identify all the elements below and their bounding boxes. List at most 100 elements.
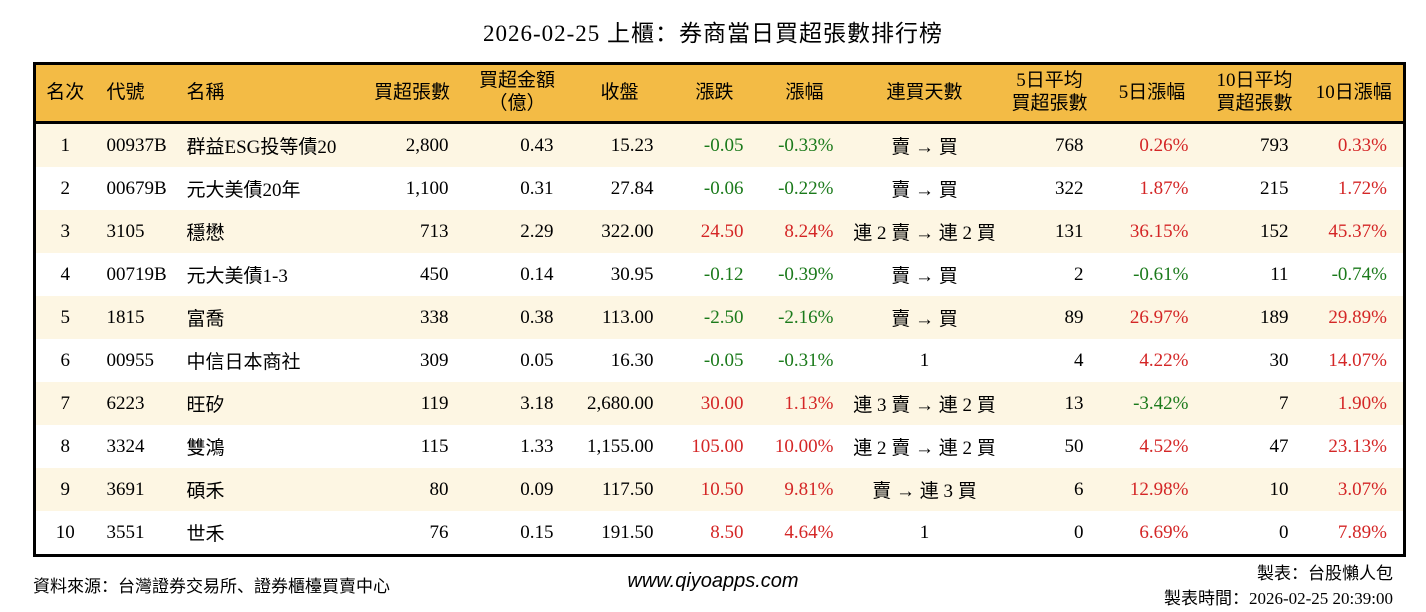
col-header-avg5: 5日平均 買超張數: [999, 63, 1100, 124]
pct5-cell: 26.97%: [1129, 306, 1189, 328]
change-cell: 105.00: [691, 435, 744, 457]
avg5-cell: 89: [1064, 306, 1084, 328]
amount-cell: 0.15: [520, 521, 554, 543]
header-line: 10日漲幅: [1315, 81, 1392, 103]
name-cell: 穩懋: [186, 223, 225, 244]
avg10-cell: 47: [1269, 435, 1289, 457]
pct5-cell: 0.26%: [1139, 134, 1189, 156]
table-row: 6 00955 中信日本商社 309 0.05 16.30 -0.05 -0.3…: [35, 339, 1405, 382]
header-line: 買超張數: [1011, 93, 1088, 114]
streak-cell: 連 2 賣 → 連 2 買: [853, 223, 996, 244]
change-cell: -0.12: [703, 263, 744, 285]
close-cell: 30.95: [610, 263, 654, 285]
avg10-cell: 215: [1260, 177, 1289, 199]
change-cell: -0.05: [703, 134, 744, 156]
rank-cell: 8: [60, 435, 71, 457]
code-cell: 00937B: [106, 134, 167, 156]
col-header-close: 收盤: [569, 63, 670, 124]
change-cell: -0.05: [703, 349, 744, 371]
amount-cell: 0.38: [520, 306, 554, 328]
col-header-pct5: 5日漲幅: [1099, 63, 1205, 124]
amount-cell: 0.31: [520, 177, 554, 199]
avg10-cell: 189: [1260, 306, 1289, 328]
col-header-streak: 連買天數: [849, 63, 1000, 124]
pct10-cell: 14.07%: [1328, 349, 1387, 371]
header-line: 買超張數: [373, 81, 450, 103]
avg10-cell: 7: [1279, 392, 1289, 414]
col-header-rank: 名次: [34, 63, 95, 124]
rank-cell: 5: [60, 306, 71, 328]
col-header-amount: 買超金額 （億）: [464, 63, 570, 124]
table-row: 2 00679B 元大美債20年 1,100 0.31 27.84 -0.06 …: [35, 167, 1405, 210]
code-cell: 3551: [106, 521, 145, 543]
close-cell: 16.30: [610, 349, 654, 371]
change-pct-cell: 1.13%: [784, 392, 834, 414]
pct10-cell: 45.37%: [1328, 220, 1387, 242]
shares-cell: 119: [420, 392, 449, 414]
header-line: 收盤: [600, 81, 639, 103]
change-pct-cell: 10.00%: [774, 435, 834, 457]
streak-cell: 賣 → 買: [891, 309, 958, 330]
pct5-cell: 6.69%: [1139, 521, 1189, 543]
streak-cell: 賣 → 連 3 買: [872, 481, 977, 502]
shares-cell: 338: [420, 306, 449, 328]
close-cell: 191.50: [601, 521, 654, 543]
header-line: 10日平均: [1216, 70, 1293, 92]
streak-cell: 賣 → 買: [891, 137, 958, 158]
pct5-cell: -3.42%: [1133, 392, 1189, 414]
change-pct-cell: -0.33%: [778, 134, 834, 156]
close-cell: 113.00: [601, 306, 654, 328]
avg5-cell: 322: [1055, 177, 1084, 199]
streak-cell: 連 3 賣 → 連 2 買: [853, 395, 996, 416]
change-pct-cell: -0.22%: [778, 177, 834, 199]
code-cell: 3105: [106, 220, 145, 242]
name-cell: 世禾: [186, 524, 225, 545]
table-body: 1 00937B 群益ESG投等債20 2,800 0.43 15.23 -0.…: [34, 122, 1405, 556]
amount-cell: 2.29: [520, 220, 554, 242]
avg5-cell: 13: [1064, 392, 1084, 414]
header-line: 買超金額: [478, 70, 555, 92]
rank-cell: 9: [60, 478, 71, 500]
change-pct-cell: 4.64%: [784, 521, 834, 543]
header-row: 名次 代號 名稱 買超張數 買超金額 （億） 收盤 漲跌 漲幅 連買天數 5日平均…: [34, 63, 1405, 124]
pct5-cell: 36.15%: [1129, 220, 1189, 242]
streak-cell: 賣 → 買: [891, 266, 958, 287]
shares-cell: 2,800: [405, 134, 449, 156]
name-cell: 中信日本商社: [186, 352, 301, 373]
name-cell: 旺矽: [186, 395, 225, 416]
change-cell: 30.00: [700, 392, 744, 414]
avg10-cell: 30: [1269, 349, 1289, 371]
pct5-cell: 4.52%: [1139, 435, 1189, 457]
rank-cell: 10: [55, 521, 75, 543]
table-row: 4 00719B 元大美債1-3 450 0.14 30.95 -0.12 -0…: [35, 253, 1405, 296]
streak-cell: 賣 → 買: [891, 180, 958, 201]
pct10-cell: 7.89%: [1337, 521, 1387, 543]
pct10-cell: 0.33%: [1337, 134, 1387, 156]
name-cell: 元大美債1-3: [186, 266, 288, 287]
change-cell: -0.06: [703, 177, 744, 199]
table-row: 1 00937B 群益ESG投等債20 2,800 0.43 15.23 -0.…: [34, 122, 1405, 167]
header-line: 買超張數: [1216, 93, 1293, 114]
close-cell: 27.84: [610, 177, 654, 199]
header-line: （億）: [488, 93, 546, 114]
avg5-cell: 0: [1074, 521, 1084, 543]
close-cell: 1,155.00: [587, 435, 654, 457]
change-pct-cell: -2.16%: [778, 306, 834, 328]
avg5-cell: 2: [1074, 263, 1084, 285]
page-title: 2026-02-25 上櫃：券商當日買超張數排行榜: [482, 21, 944, 46]
col-header-name: 名稱: [174, 63, 360, 124]
code-cell: 6223: [106, 392, 145, 414]
author-credit: 製表：台股懶人包: [1257, 564, 1393, 583]
ranking-table-container: 名次 代號 名稱 買超張數 買超金額 （億） 收盤 漲跌 漲幅 連買天數 5日平均…: [33, 62, 1406, 557]
change-cell: -2.50: [703, 306, 744, 328]
change-cell: 8.50: [710, 521, 744, 543]
avg10-cell: 0: [1279, 521, 1289, 543]
name-cell: 碩禾: [186, 481, 225, 502]
rank-cell: 7: [60, 392, 71, 414]
avg10-cell: 793: [1260, 134, 1289, 156]
pct10-cell: 3.07%: [1337, 478, 1387, 500]
change-pct-cell: -0.31%: [778, 349, 834, 371]
close-cell: 2,680.00: [587, 392, 654, 414]
pct10-cell: 1.90%: [1337, 392, 1387, 414]
shares-cell: 713: [420, 220, 449, 242]
